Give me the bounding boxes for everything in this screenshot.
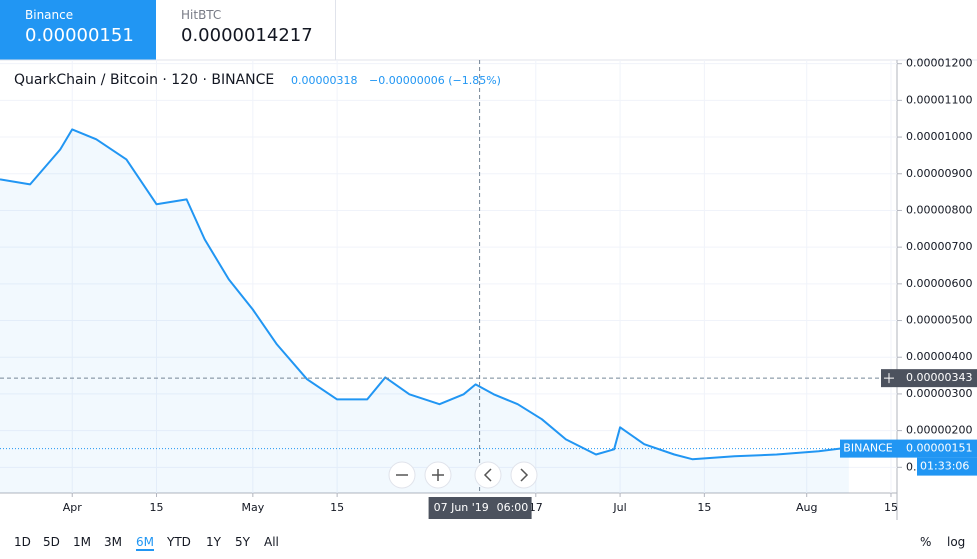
tab-price: 0.0000014217 <box>181 25 313 46</box>
toolbar-button[interactable]: 1D <box>14 535 31 549</box>
crosshair-plus <box>884 373 894 384</box>
x-tick-label: May <box>241 501 264 514</box>
chart-title: QuarkChain / Bitcoin · 120 · BINANCE <box>14 72 274 88</box>
crosshair-price-bg <box>897 369 977 388</box>
crosshair-date-bg <box>428 497 532 519</box>
exchange-tab[interactable]: HitBTC 0.0000014217 <box>156 0 336 60</box>
legend-close: 0.00000318 <box>291 74 357 87</box>
exchange-tab[interactable]: Binance 0.00000151 <box>0 0 156 60</box>
toolbar-button[interactable]: 5Y <box>235 535 250 549</box>
toolbar-button[interactable]: 3M <box>104 535 122 549</box>
scroll-left-button[interactable] <box>474 461 502 489</box>
chart: 0.000001000.000002000.000003000.00000400… <box>0 57 977 520</box>
x-tick-label: 17 <box>529 501 543 514</box>
icon <box>483 468 492 482</box>
toolbar-button[interactable]: 6M <box>136 535 154 551</box>
y-tick-label: 0.00000800 <box>906 203 972 216</box>
overlay: BINANCE 0.00000151 01:33:06 0.00000343 07 Ju… <box>0 60 977 519</box>
toolbar-button[interactable]: 1M <box>73 535 91 549</box>
y-tick-label: 0.00001200 <box>906 57 972 70</box>
toolbar-button[interactable]: YTD <box>167 535 191 549</box>
crosshair-date: 07 Jun '19 <box>434 501 489 514</box>
tab-price: 0.00000151 <box>25 25 134 46</box>
price-line <box>0 128 849 461</box>
legend-change: −0.00000006 (−1.85%) <box>369 74 501 87</box>
exchange-tabs: Binance 0.00000151 HitBTC 0.0000014217 <box>0 0 977 60</box>
y-tick-label: 0.00000500 <box>906 314 972 327</box>
countdown: 01:33:06 <box>920 460 969 473</box>
y-tick-label: 0.00000300 <box>906 387 972 400</box>
x-tick-label: 15 <box>330 501 344 514</box>
crosshair-price: 0.00000343 <box>906 371 972 384</box>
y-tick-label: 0.00000600 <box>906 277 972 290</box>
series-label: BINANCE <box>843 442 892 455</box>
scroll-right-button[interactable] <box>510 461 538 489</box>
x-tick-label: Aug <box>796 501 817 514</box>
toolbar-button[interactable]: log <box>947 535 966 549</box>
y-tick-label: 0.00000900 <box>906 167 972 180</box>
countdown-bg <box>917 457 977 476</box>
area <box>0 129 849 493</box>
tab-exchange: HitBTC <box>181 8 222 22</box>
x-tick-label: 15 <box>697 501 711 514</box>
last-price: 0.00000151 <box>906 442 972 455</box>
icon <box>520 468 529 482</box>
y-tick-label: 0.00000400 <box>906 350 972 363</box>
y-tick-label: 0.00001000 <box>906 130 972 143</box>
y-tick-label: 0.00000200 <box>906 424 972 437</box>
y-tick-label: 0.00001100 <box>906 93 972 106</box>
x-tick-label: 15 <box>884 501 898 514</box>
x-tick-label: 15 <box>150 501 164 514</box>
x-tick-label: Apr <box>63 501 83 514</box>
toolbar: 1D 5D 1M 3M 6M YTD 1Y 5Y All% log <box>0 527 977 559</box>
navigation <box>388 461 538 489</box>
toolbar-button[interactable]: 5D <box>43 535 60 549</box>
y-tick-label: 0.00000700 <box>906 240 972 253</box>
x-tick-label: Jul <box>612 501 626 514</box>
toolbar-button[interactable]: All <box>264 535 279 549</box>
toolbar-button[interactable]: % <box>920 535 932 549</box>
tab-exchange: Binance <box>25 8 74 22</box>
toolbar-button[interactable]: 1Y <box>206 535 221 549</box>
last-price-bg <box>897 439 977 458</box>
crosshair-time: 06:00 <box>497 501 529 514</box>
series-label-bg <box>840 439 897 458</box>
plot <box>0 128 849 493</box>
icon <box>432 469 444 481</box>
